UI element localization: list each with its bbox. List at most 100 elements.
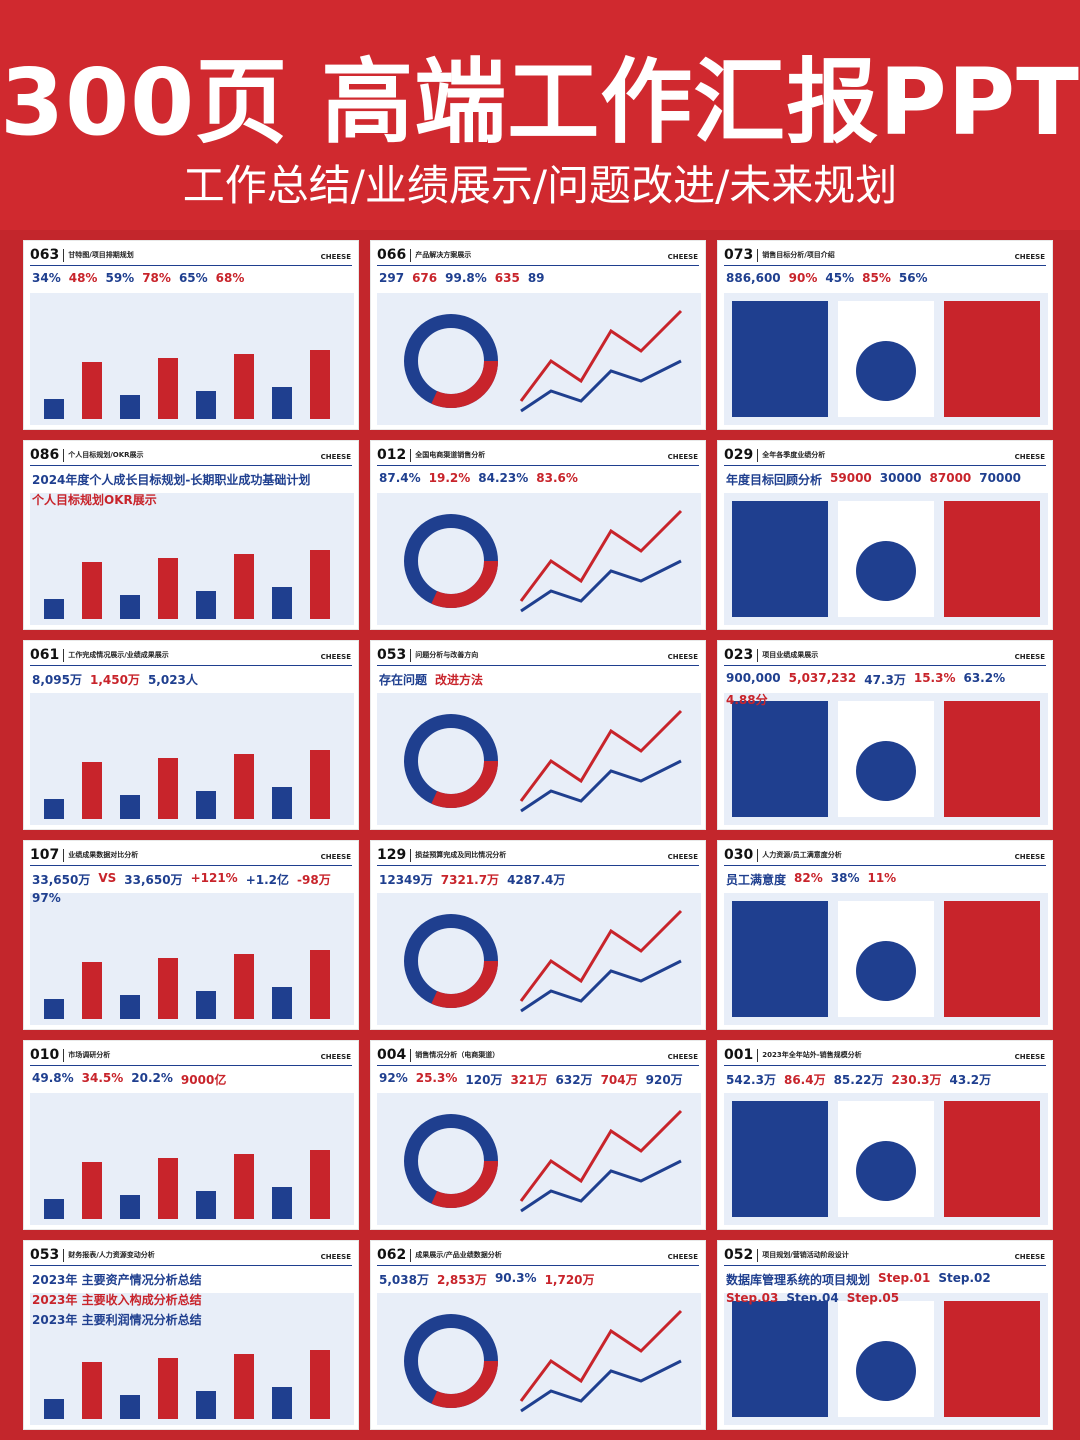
decoration (196, 791, 216, 819)
highlight: 年度目标回顾分析 (726, 473, 823, 487)
decoration (732, 1301, 828, 1417)
highlight: 86.4万 (783, 1073, 826, 1087)
highlight: 120万 (465, 1073, 503, 1087)
decoration (404, 1314, 498, 1408)
slide-card: 029 全年各季度业绩分析 CHEESE 年度目标回顾分析 59000 30000 8700… (717, 440, 1053, 630)
highlight: 34% (32, 271, 61, 285)
slide-card: 129 损益预算完成及同比情况分析 CHEESE 12349万 7321.7万 4287.… (370, 840, 706, 1030)
highlights: 34% 48% 59% 78% 65% 68% (32, 271, 350, 285)
decoration (519, 709, 683, 802)
decoration (520, 1359, 682, 1413)
slide-art (377, 893, 701, 1025)
highlight: 34.5% (81, 1071, 124, 1085)
decoration (82, 1362, 102, 1419)
slide-header: 107 业绩成果数据对比分析 (30, 845, 138, 865)
highlight: 20.2% (131, 1071, 173, 1085)
decoration (732, 901, 828, 1017)
decoration (520, 959, 682, 1013)
slide-title: 项目业绩成果展示 (762, 651, 819, 659)
highlight: 59% (105, 271, 135, 285)
slide-header: 066 产品解决方案展示 (377, 245, 471, 265)
decoration (82, 562, 102, 619)
highlights: 297 676 99.8% 635 89 (379, 271, 697, 285)
brand: CHEESE (1014, 1253, 1045, 1261)
highlight: 4287.4万 (507, 873, 566, 887)
slide-title: 业绩成果数据对比分析 (68, 851, 139, 859)
rule (377, 665, 699, 666)
highlight: 2024年度个人成长目标规划-长期职业成功基础计划 (32, 473, 311, 487)
slide-title: 销售目标分析/项目介绍 (762, 251, 835, 259)
divider (410, 448, 412, 462)
decoration (519, 1309, 683, 1402)
slide-title: 销售情况分析（电商渠道） (415, 1051, 500, 1059)
decoration (272, 387, 292, 419)
highlight: 47.3万 (864, 673, 906, 687)
slide-art (724, 493, 1048, 625)
divider (63, 848, 65, 862)
rule (377, 265, 699, 266)
decoration (856, 1141, 916, 1201)
slide-art (724, 1293, 1048, 1425)
decoration (44, 599, 64, 619)
slide-header: 004 销售情况分析（电商渠道） (377, 1045, 499, 1065)
brand: CHEESE (320, 1053, 351, 1061)
highlight: 9000亿 (180, 1073, 227, 1087)
decoration (234, 954, 254, 1019)
decoration (158, 758, 178, 819)
slide-art (377, 693, 701, 825)
decoration (732, 501, 828, 617)
decoration (234, 1354, 254, 1419)
slide-header: 030 人力资源/员工满意度分析 (724, 845, 842, 865)
highlight: 632万 (555, 1073, 593, 1087)
highlights: 数据库管理系统的项目规划 Step.01 Step.02 Step.03 Step.04… (726, 1271, 1044, 1305)
slide-code: 052 (724, 1247, 754, 1263)
divider (757, 448, 759, 462)
slide-art (724, 293, 1048, 425)
highlight: 45% (825, 271, 855, 285)
slide-art (30, 693, 354, 825)
slide-card: 023 项目业绩成果展示 CHEESE 900,000 5,037,232 47.3万 15… (717, 640, 1053, 830)
brand: CHEESE (320, 1253, 351, 1261)
decoration (158, 1358, 178, 1419)
decoration (404, 514, 498, 608)
decoration (44, 999, 64, 1019)
slide-title: 全国电商渠道销售分析 (415, 451, 486, 459)
brand: CHEESE (320, 453, 351, 461)
divider (410, 1248, 412, 1262)
highlight: 个人目标规划OKR展示 (32, 493, 157, 507)
slide-code: 029 (724, 447, 754, 463)
slide-title: 人力资源/员工满意度分析 (762, 851, 842, 859)
decoration (272, 787, 292, 819)
slide-title: 成果展示/产品业绩数据分析 (415, 1251, 502, 1259)
highlight: 85% (862, 271, 891, 285)
highlight: 82% (794, 871, 823, 885)
slide-code: 129 (377, 847, 407, 863)
slide-art (724, 693, 1048, 825)
divider (757, 848, 759, 862)
highlight: 4.88分 (726, 693, 768, 707)
highlight: 25.3% (415, 1071, 458, 1085)
subtitle: 工作总结/业绩展示/问题改进/未来规划 (182, 161, 898, 210)
highlight: 1,720万 (544, 1273, 595, 1287)
slide-art (30, 1293, 354, 1425)
highlight: 8,095万 (32, 673, 82, 687)
highlight: Step.01 (878, 1271, 931, 1285)
highlights: 年度目标回顾分析 59000 30000 87000 70000 (726, 471, 1044, 488)
slide-code: 063 (30, 247, 60, 263)
slide-art (724, 1093, 1048, 1225)
title: 300页 高端工作汇报PPT (0, 49, 1080, 156)
highlight: 2023年 主要资产情况分析总结 (32, 1273, 202, 1287)
rule (30, 465, 352, 466)
divider (410, 848, 412, 862)
decoration (82, 962, 102, 1019)
decoration (158, 558, 178, 619)
highlight: 84.23% (478, 471, 529, 485)
divider (63, 648, 65, 662)
decoration (944, 701, 1040, 817)
highlights: 886,600 90% 45% 85% 56% (726, 271, 1044, 285)
decoration (30, 893, 354, 1025)
highlight: 676 (412, 271, 438, 285)
decoration (158, 958, 178, 1019)
slide-code: 061 (30, 647, 60, 663)
highlight: 5,023人 (147, 673, 198, 687)
